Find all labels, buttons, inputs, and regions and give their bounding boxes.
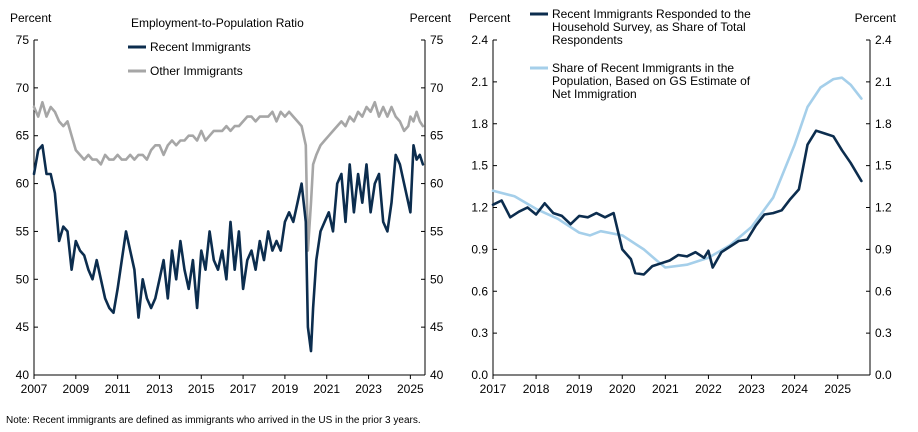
y-axis-label-right: Percent [410, 11, 452, 25]
x-tick-label: 2015 [188, 382, 215, 396]
y-tick-label-left: 0.9 [471, 242, 488, 256]
y-axis-label-left: Percent [10, 11, 52, 25]
x-tick-label: 2023 [355, 382, 382, 396]
y-tick-label-right: 1.8 [875, 117, 892, 131]
y-tick-label-right: 1.2 [875, 201, 892, 215]
legend-label: Other Immigrants [150, 64, 243, 78]
y-tick-label-left: 0.3 [471, 326, 488, 340]
legend-label-line: Net Immigration [552, 87, 637, 101]
x-tick-label: 2019 [566, 382, 593, 396]
left-chart: 40 40 45 45 50 50 55 55 60 60 65 65 70 70 75 75 2007 2009… [10, 11, 452, 396]
x-tick-label: 2020 [609, 382, 636, 396]
y-tick-label-right: 70 [430, 81, 444, 95]
legend-label: Recent Immigrants Responded to the Househ… [552, 7, 751, 47]
y-tick-label-left: 55 [16, 224, 30, 238]
legend-label: Share of Recent Immigrants in the Populat… [552, 61, 751, 101]
y-tick-label-right: 55 [430, 224, 444, 238]
x-tick-label: 2017 [230, 382, 257, 396]
x-tick-label: 2025 [397, 382, 424, 396]
y-tick-label-right: 0.6 [875, 284, 892, 298]
y-tick-label-right: 60 [430, 177, 444, 191]
x-tick-label: 2017 [480, 382, 507, 396]
y-tick-label-right: 2.4 [875, 33, 892, 47]
x-tick-label: 2021 [313, 382, 340, 396]
y-tick-label-right: 50 [430, 272, 444, 286]
y-tick-label-left: 70 [16, 81, 30, 95]
x-tick-label: 2023 [738, 382, 765, 396]
y-tick-label-left: 50 [16, 272, 30, 286]
series-line-other-immigrants [32, 100, 425, 252]
x-tick-label: 2019 [272, 382, 299, 396]
x-tick-label: 2022 [695, 382, 722, 396]
y-tick-label-left: 0.0 [471, 368, 488, 382]
y-tick-label-left: 2.1 [471, 75, 488, 89]
y-tick-label-left: 1.5 [471, 159, 488, 173]
x-tick-label: 2009 [62, 382, 89, 396]
y-tick-label-right: 40 [430, 368, 444, 382]
x-tick-label: 2025 [824, 382, 851, 396]
legend-label: Recent Immigrants [150, 40, 251, 54]
right-chart: 0.0 0.0 0.3 0.3 0.6 0.6 0.9 0.9 1.2 1.2 1.5 1.5 1.8 1… [469, 7, 897, 396]
x-tick-label: 2007 [21, 382, 48, 396]
y-tick-label-left: 1.2 [471, 201, 488, 215]
y-tick-label-left: 2.4 [471, 33, 488, 47]
y-tick-label-right: 1.5 [875, 159, 892, 173]
chart-title: Employment-to-Population Ratio [131, 16, 304, 30]
y-tick-label-left: 0.6 [471, 284, 488, 298]
y-tick-label-right: 0.9 [875, 242, 892, 256]
y-tick-label-left: 1.8 [471, 117, 488, 131]
y-tick-label-right: 75 [430, 33, 444, 47]
y-tick-label-left: 60 [16, 177, 30, 191]
footnote: Note: Recent immigrants are defined as i… [6, 415, 421, 426]
legend-label-line: Recent Immigrants Responded to the [552, 7, 751, 21]
series-line-share-of-recent [491, 76, 863, 269]
legend-label-line: Population, Based on GS Estimate of [552, 74, 751, 88]
legend-label-line: Household Survey, as Share of Total [552, 20, 746, 34]
y-tick-label-left: 75 [16, 33, 30, 47]
y-tick-label-right: 0.0 [875, 368, 892, 382]
x-tick-label: 2013 [146, 382, 173, 396]
legend-label-line: Respondents [552, 33, 623, 47]
y-tick-label-right: 0.3 [875, 326, 892, 340]
y-tick-label-left: 45 [16, 320, 30, 334]
y-tick-label-right: 2.1 [875, 75, 892, 89]
x-tick-label: 2021 [652, 382, 679, 396]
y-tick-label-left: 65 [16, 129, 30, 143]
series-line-recent-immigrants-responded [491, 129, 863, 276]
y-tick-label-right: 65 [430, 129, 444, 143]
y-tick-label-left: 40 [16, 368, 30, 382]
x-tick-label: 2011 [105, 382, 131, 396]
legend-label-line: Share of Recent Immigrants in the [552, 61, 734, 75]
x-tick-label: 2018 [523, 382, 550, 396]
y-axis-label-right: Percent [855, 11, 897, 25]
series-line-recent-immigrants [32, 144, 425, 353]
x-tick-label: 2024 [781, 382, 808, 396]
y-tick-label-right: 45 [430, 320, 444, 334]
y-axis-label-left: Percent [469, 11, 511, 25]
